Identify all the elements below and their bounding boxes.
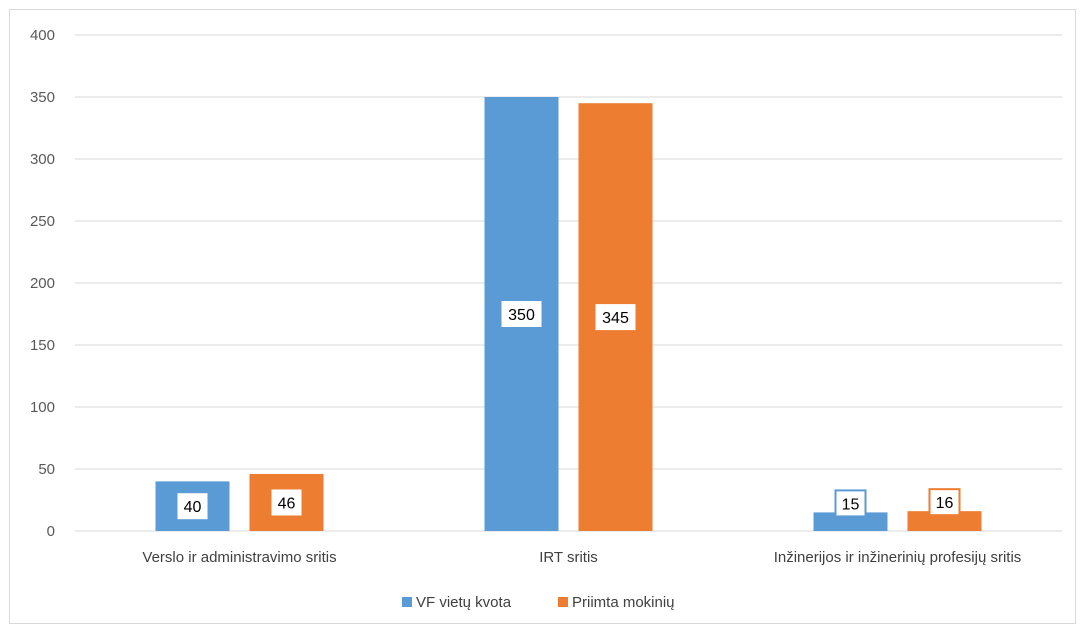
data-label: 46 [278, 495, 296, 512]
y-tick-label: 350 [30, 89, 55, 106]
y-tick-label: 150 [30, 337, 55, 354]
data-label: 40 [184, 499, 202, 516]
y-tick-label: 250 [30, 213, 55, 230]
data-label: 16 [936, 495, 954, 512]
data-label-box [834, 489, 867, 518]
legend-label: Priimta mokinių [572, 594, 675, 611]
y-tick-label: 400 [30, 27, 55, 44]
bars [155, 97, 982, 531]
data-label-box [501, 301, 542, 327]
data-label-box [177, 493, 208, 520]
y-tick-label: 0 [47, 523, 55, 540]
bar [907, 511, 982, 531]
data-label-box [271, 489, 302, 516]
data-label-box [928, 488, 961, 517]
data-label: 15 [842, 496, 860, 513]
category-label: Verslo ir administravimo sritis [142, 549, 336, 566]
y-tick-label: 200 [30, 275, 55, 292]
category-label: IRT sritis [539, 549, 598, 566]
data-label: 350 [508, 307, 535, 324]
data-labels: 40 46 350 345 15 16 [177, 301, 961, 520]
y-tick-label: 50 [38, 461, 55, 478]
bar [813, 512, 888, 531]
gridlines [75, 34, 1062, 532]
legend-label: VF vietų kvota [416, 594, 512, 611]
category-labels: Verslo ir administravimo sritis IRT sriti… [142, 549, 1021, 566]
y-tick-label: 300 [30, 151, 55, 168]
legend: VF vietų kvota Priimta mokinių [402, 594, 675, 611]
data-label: 345 [602, 310, 629, 327]
legend-swatch [558, 597, 568, 607]
category-label: Inžinerijos ir inžinerinių profesijų sri… [774, 549, 1022, 566]
legend-swatch [402, 597, 412, 607]
y-axis-ticks: 0 50 100 150 200 250 300 350 400 [30, 27, 55, 540]
data-label-box [595, 304, 636, 331]
y-tick-label: 100 [30, 399, 55, 416]
